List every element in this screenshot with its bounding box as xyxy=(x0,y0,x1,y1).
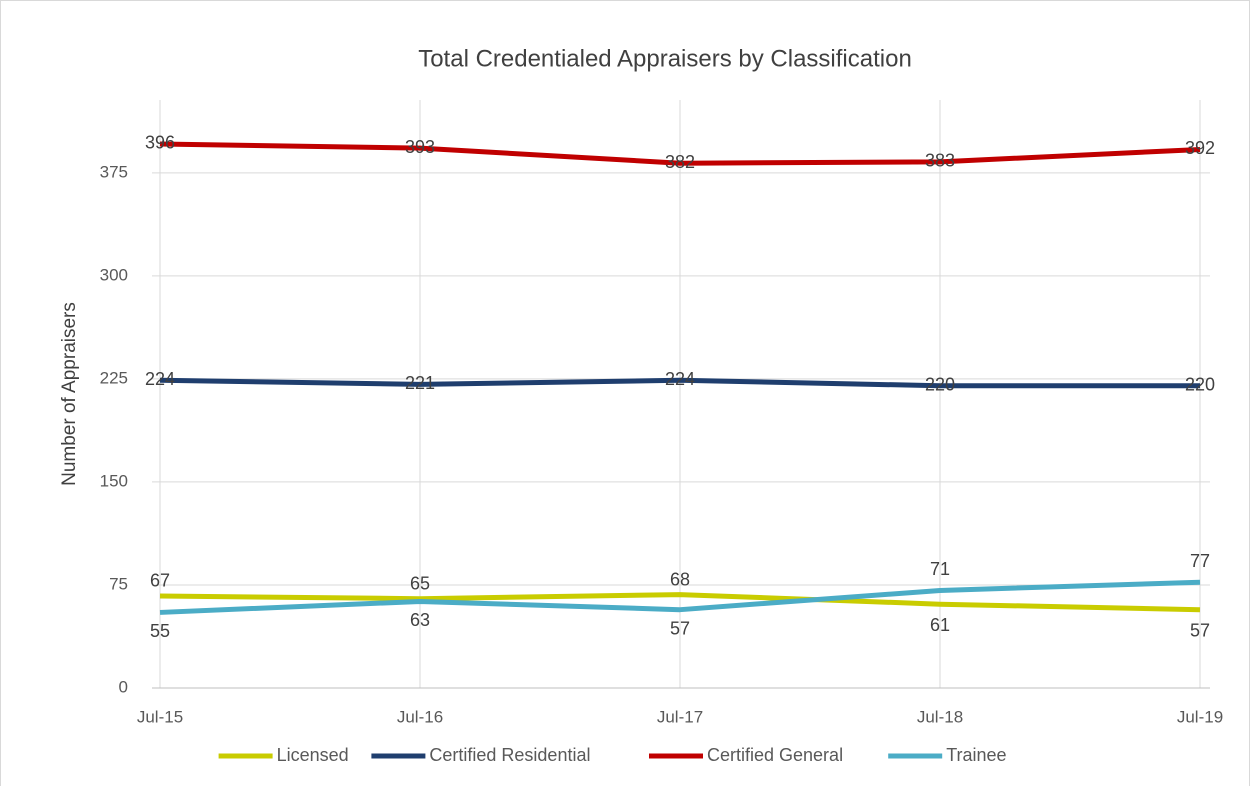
legend-label: Certified General xyxy=(707,745,843,765)
y-tick-label: 375 xyxy=(100,162,128,181)
y-tick-label: 300 xyxy=(100,265,128,284)
series-line xyxy=(159,579,1201,615)
data-label: 65 xyxy=(410,573,430,593)
series-line xyxy=(159,141,1201,166)
y-tick-label: 75 xyxy=(109,574,128,593)
legend-label: Trainee xyxy=(946,745,1006,765)
data-label: 220 xyxy=(925,375,955,395)
series-line xyxy=(159,377,1200,389)
data-label: 383 xyxy=(925,151,955,171)
data-label: 67 xyxy=(150,571,170,591)
legend-label: Certified Residential xyxy=(429,745,590,765)
data-label: 77 xyxy=(1190,551,1210,571)
data-label: 57 xyxy=(1190,620,1210,640)
data-label: 71 xyxy=(930,559,950,579)
data-label: 382 xyxy=(665,152,695,172)
data-label: 55 xyxy=(150,621,170,641)
data-label: 221 xyxy=(405,373,435,393)
x-tick-label: Jul-19 xyxy=(1177,707,1223,726)
x-tick-label: Jul-15 xyxy=(137,707,183,726)
y-axis-title: Number of Appraisers xyxy=(59,302,80,486)
data-label: 61 xyxy=(930,615,950,635)
data-label: 396 xyxy=(145,133,175,153)
y-tick-label: 225 xyxy=(100,368,128,387)
x-tick-label: Jul-18 xyxy=(917,707,963,726)
data-label: 220 xyxy=(1185,375,1215,395)
x-tick-label: Jul-16 xyxy=(397,707,443,726)
series-line xyxy=(159,592,1201,613)
x-tick-label: Jul-17 xyxy=(657,707,703,726)
chart-title: Total Credentialed Appraisers by Classif… xyxy=(418,45,912,72)
data-label: 224 xyxy=(145,369,175,389)
legend-label: Licensed xyxy=(277,745,349,765)
y-tick-label: 0 xyxy=(119,677,128,696)
data-label: 68 xyxy=(670,569,690,589)
data-label: 224 xyxy=(665,369,695,389)
data-label: 393 xyxy=(405,137,435,157)
data-label: 57 xyxy=(670,618,690,638)
data-label: 392 xyxy=(1185,138,1215,158)
data-label: 63 xyxy=(410,610,430,630)
y-tick-label: 150 xyxy=(100,471,128,490)
